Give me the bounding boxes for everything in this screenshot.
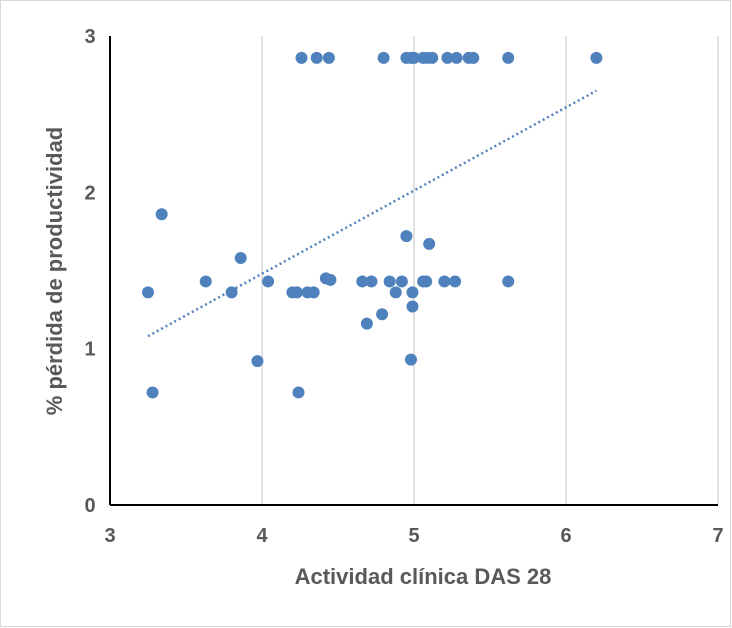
data-point bbox=[408, 51, 420, 64]
data-point bbox=[310, 51, 323, 64]
x-tick-label: 7 bbox=[712, 525, 723, 547]
x-tick-label: 3 bbox=[104, 525, 115, 547]
axes bbox=[109, 36, 718, 506]
data-point bbox=[262, 275, 275, 288]
data-point bbox=[420, 275, 433, 288]
data-point bbox=[438, 275, 451, 288]
data-point bbox=[292, 386, 305, 399]
data-point bbox=[307, 286, 320, 299]
x-tick-label: 4 bbox=[256, 525, 268, 547]
data-point bbox=[365, 275, 378, 288]
data-point bbox=[146, 386, 159, 399]
gridlines bbox=[261, 36, 719, 505]
data-point bbox=[590, 51, 603, 64]
data-point bbox=[389, 286, 402, 299]
data-point bbox=[356, 275, 369, 288]
x-tick-label: 6 bbox=[560, 525, 571, 547]
data-point bbox=[502, 275, 515, 288]
data-point bbox=[441, 51, 454, 64]
data-point bbox=[400, 230, 413, 243]
x-axis-title: Actividad clínica DAS 28 bbox=[295, 564, 552, 589]
data-point bbox=[449, 275, 462, 288]
data-point bbox=[395, 275, 408, 288]
data-point bbox=[406, 286, 419, 299]
data-point bbox=[377, 51, 390, 64]
data-points bbox=[142, 51, 603, 399]
data-point bbox=[225, 286, 238, 299]
data-point bbox=[234, 251, 247, 264]
data-point bbox=[450, 51, 463, 64]
y-axis-title: % pérdida de productividad bbox=[42, 127, 67, 415]
data-point bbox=[467, 51, 480, 64]
y-tick-label: 1 bbox=[84, 339, 95, 361]
data-point bbox=[360, 317, 373, 330]
data-point bbox=[423, 237, 436, 250]
x-tick-label: 5 bbox=[408, 525, 419, 547]
tick-labels: 3 4 5 6 7 0 1 2 3 bbox=[84, 26, 723, 547]
data-point bbox=[502, 51, 515, 64]
data-point bbox=[376, 308, 389, 321]
data-point bbox=[406, 300, 419, 313]
y-tick-label: 2 bbox=[84, 182, 95, 204]
data-point bbox=[426, 51, 439, 64]
data-point bbox=[155, 208, 168, 221]
y-tick-label: 3 bbox=[84, 26, 95, 48]
data-point bbox=[322, 51, 335, 64]
data-point bbox=[404, 353, 417, 366]
data-point bbox=[295, 51, 308, 64]
data-point bbox=[383, 275, 396, 288]
trendline bbox=[147, 89, 598, 338]
data-point bbox=[199, 275, 212, 288]
data-point bbox=[142, 286, 154, 299]
data-point bbox=[324, 273, 337, 286]
data-point bbox=[290, 286, 303, 299]
y-tick-label: 0 bbox=[84, 495, 95, 517]
trendline-group bbox=[147, 89, 598, 338]
data-point bbox=[251, 355, 264, 368]
